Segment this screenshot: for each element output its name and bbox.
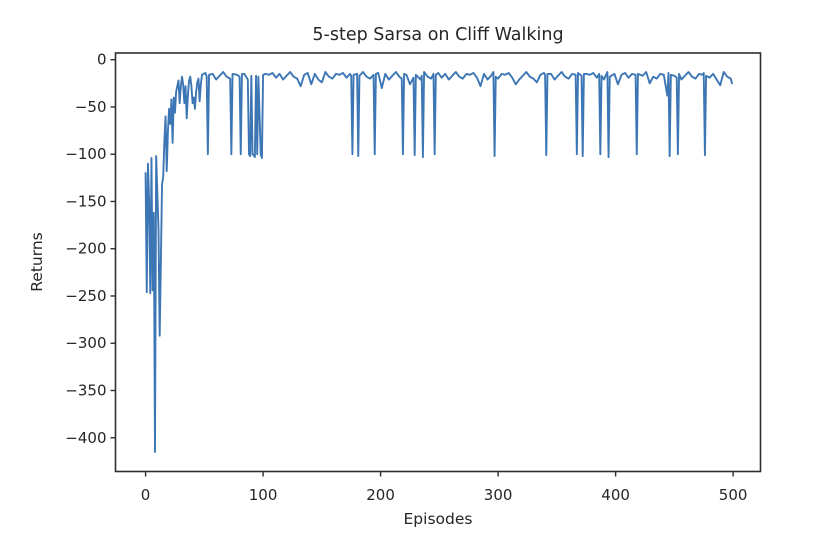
x-tick-label: 100 [249, 486, 278, 504]
y-tick-label: −50 [75, 98, 107, 116]
y-tick-label: −100 [65, 145, 106, 163]
y-axis: 0 −50 −100 −150 −200 −250 −300 −350 −400 [65, 51, 116, 447]
x-axis-label: Episodes [404, 510, 473, 528]
chart-title: 5-step Sarsa on Cliff Walking [312, 25, 563, 45]
y-tick-label: −350 [65, 382, 106, 400]
x-tick-label: 300 [484, 486, 513, 504]
x-tick-label: 500 [719, 486, 748, 504]
y-axis-label: Returns [28, 232, 46, 292]
x-tick-label: 200 [366, 486, 395, 504]
y-tick-label: −250 [65, 287, 106, 305]
plot-area [144, 71, 733, 453]
x-tick-label: 0 [141, 486, 151, 504]
y-tick-label: −200 [65, 240, 106, 258]
y-tick-label: −150 [65, 192, 106, 210]
x-tick-label: 400 [601, 486, 630, 504]
y-tick-label: 0 [97, 51, 107, 69]
returns-line-series [144, 71, 733, 453]
axes-spines [114, 52, 762, 473]
y-tick-label: −400 [65, 429, 106, 447]
x-axis: 0 100 200 300 400 500 [141, 471, 748, 504]
y-tick-label: −300 [65, 334, 106, 352]
